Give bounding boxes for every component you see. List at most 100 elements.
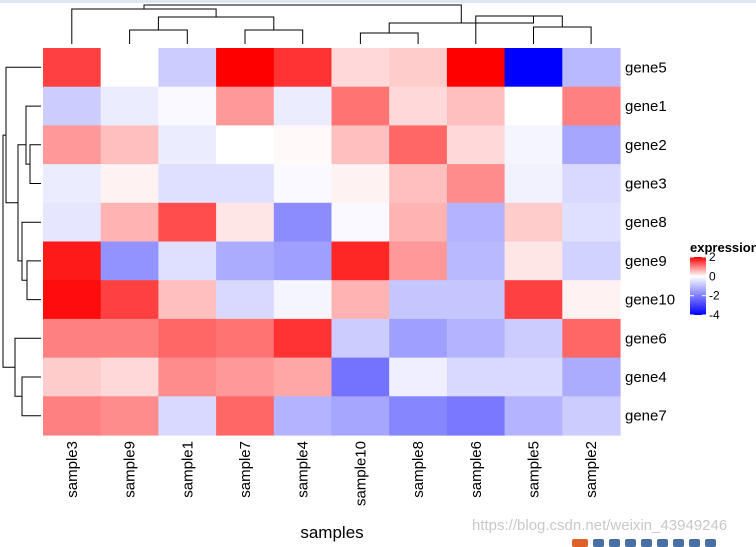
heatmap-cell: [158, 280, 217, 320]
row-labels: gene5 gene1 gene2 gene3 gene8 gene9 gene10 gene…: [625, 59, 675, 424]
dendrogram-branch: [14, 337, 41, 397]
column-label: sample9: [122, 441, 139, 498]
heatmap-cell: [389, 86, 448, 126]
legend-tick-label: 2: [709, 250, 716, 264]
toolbar-icon[interactable]: [673, 539, 684, 547]
corner-toolbar: [572, 538, 756, 547]
heatmap-cell: [273, 396, 333, 436]
dendrogram-branch: [29, 144, 41, 184]
column-label: sample1: [179, 441, 196, 498]
row-label: gene9: [625, 253, 667, 270]
heatmap-cell: [273, 125, 333, 165]
toolbar-icon[interactable]: [625, 539, 636, 547]
heatmap-cell: [216, 357, 275, 397]
heatmap-cell: [504, 241, 563, 281]
column-labels: sample3 sample9 sample1 sample7 sample4 sampl…: [64, 441, 600, 506]
heatmap-cell: [446, 396, 506, 436]
heatmap-cell: [158, 318, 217, 359]
heatmap-cell: [389, 48, 448, 88]
legend-color-bar: [690, 257, 706, 315]
column-label: sample5: [526, 441, 543, 498]
heatmap-cell: [504, 164, 563, 204]
heatmap-cell: [389, 357, 448, 397]
x-axis-title: samples: [300, 523, 363, 542]
heatmap-cell: [158, 202, 217, 243]
row-label: gene4: [625, 369, 667, 386]
heatmap-cell: [331, 318, 390, 359]
heatmap-cell: [158, 86, 217, 126]
heatmap-cell: [100, 280, 159, 320]
heatmap-cell: [562, 280, 621, 320]
heatmap-cell: [504, 86, 563, 126]
heatmap-cell: [158, 357, 217, 397]
heatmap-cell: [504, 48, 563, 88]
toolbar-icon[interactable]: [689, 539, 700, 547]
column-label: sample7: [237, 441, 254, 498]
heatmap-cell: [331, 357, 390, 397]
heatmap-cell: [446, 280, 506, 320]
heatmap-cell: [562, 357, 621, 397]
heatmap-cell: [273, 318, 333, 359]
heatmap-cell: [331, 164, 390, 204]
heatmap-cell: [504, 125, 563, 165]
heatmap-cell: [446, 318, 506, 359]
heatmap-cell: [158, 241, 217, 281]
heatmap-cell: [216, 86, 275, 126]
toolbar-icon[interactable]: [705, 539, 716, 547]
csdn-logo-icon: [572, 539, 588, 547]
heatmap-cell: [100, 396, 159, 436]
heatmap-cell: [100, 202, 159, 243]
heatmap-cell: [562, 241, 621, 281]
dendrogram-branch: [21, 376, 41, 417]
column-label: sample2: [583, 441, 600, 498]
heatmap-cell: [158, 164, 217, 204]
heatmap-cell: [273, 202, 333, 243]
column-dendrogram: [71, 4, 592, 44]
toolbar-icon[interactable]: [657, 539, 668, 547]
row-label: gene5: [625, 59, 667, 76]
legend-tick-label: -4: [709, 308, 720, 322]
row-label: gene2: [625, 137, 667, 154]
heatmap-cell: [216, 318, 275, 359]
column-label: sample4: [295, 441, 312, 498]
toolbar-icon[interactable]: [593, 539, 604, 547]
heatmap-cell: [273, 86, 333, 126]
dendrogram-branch: [359, 32, 419, 44]
row-label: gene3: [625, 176, 667, 193]
heatmap-cell: [100, 125, 159, 165]
dendrogram-branch: [244, 29, 304, 44]
heatmap-cell: [331, 241, 390, 281]
watermark-text: https://blog.csdn.net/weixin_43949246: [472, 517, 728, 534]
heatmap-cell: [273, 280, 333, 320]
heatmap-cell: [100, 164, 159, 204]
heatmap-cell: [43, 202, 102, 243]
column-label: sample8: [410, 441, 427, 498]
window-top-bar: [0, 0, 756, 3]
heatmap-cell: [389, 164, 448, 204]
toolbar-icon[interactable]: [641, 539, 652, 547]
heatmap-cell: [504, 202, 563, 243]
row-label: gene6: [625, 330, 667, 347]
heatmap-cell: [562, 48, 621, 88]
legend-tick-label: 0: [709, 269, 716, 283]
heatmap-cell: [562, 164, 621, 204]
heatmap-cell: [43, 318, 102, 359]
heatmap-cell: [158, 125, 217, 165]
toolbar-icon[interactable]: [609, 539, 620, 547]
column-label: sample6: [468, 441, 485, 498]
heatmap-cell: [273, 357, 333, 397]
legend-title: expression: [690, 240, 756, 255]
heatmap-cell: [389, 318, 448, 359]
heatmap-cell: [158, 396, 217, 436]
dendrogram-branch: [5, 66, 41, 204]
heatmap-cell: [100, 86, 159, 126]
dendrogram-branch: [71, 8, 217, 44]
heatmap-cell: [562, 318, 621, 359]
heatmap-cell: [216, 280, 275, 320]
heatmap-cell: [100, 48, 159, 88]
heatmap-cell: [562, 202, 621, 243]
heatmap-cell: [216, 125, 275, 165]
heatmap-cell: [273, 241, 333, 281]
legend-tick-label: -2: [709, 289, 720, 303]
heatmap-cell: [331, 396, 390, 436]
